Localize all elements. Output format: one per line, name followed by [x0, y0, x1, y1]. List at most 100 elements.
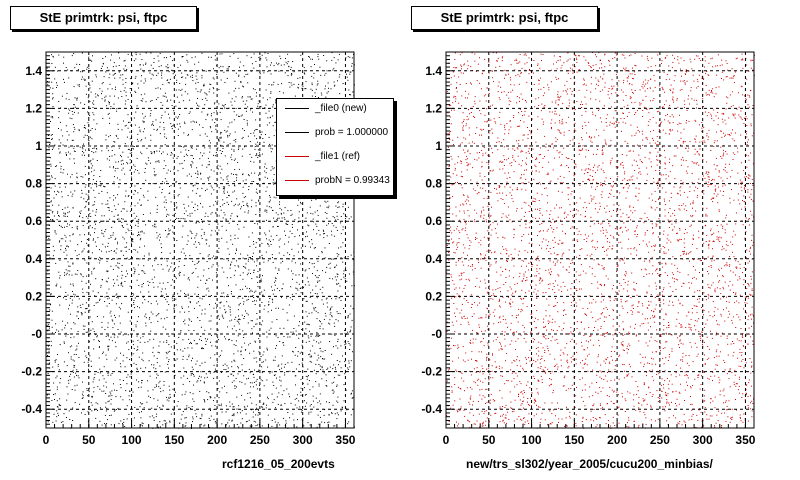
scatter-point [117, 123, 119, 125]
scatter-point [139, 131, 141, 133]
scatter-point [685, 122, 687, 124]
scatter-point [308, 56, 310, 57]
scatter-point [242, 174, 244, 176]
scatter-point [265, 89, 267, 91]
scatter-point [62, 135, 64, 137]
scatter-point [193, 158, 194, 159]
scatter-point [107, 419, 109, 421]
scatter-point [102, 351, 104, 353]
scatter-point [93, 238, 94, 240]
scatter-point [108, 101, 110, 103]
scatter-point [143, 196, 145, 198]
scatter-point [645, 342, 647, 344]
scatter-point [199, 158, 201, 160]
scatter-point [155, 315, 157, 317]
scatter-point [306, 300, 308, 302]
scatter-point [279, 91, 281, 93]
scatter-point [262, 406, 264, 408]
scatter-point [189, 215, 191, 217]
scatter-point [295, 347, 297, 348]
scatter-point [269, 143, 271, 145]
scatter-point [114, 170, 116, 172]
scatter-point [186, 59, 188, 61]
scatter-point [195, 246, 197, 248]
scatter-point [108, 395, 110, 397]
scatter-point [181, 414, 183, 416]
scatter-point [98, 379, 100, 381]
scatter-point [139, 234, 141, 236]
scatter-point [175, 359, 177, 361]
scatter-point [162, 151, 164, 153]
scatter-point [480, 215, 482, 217]
scatter-point [195, 343, 197, 345]
scatter-point [130, 124, 132, 126]
scatter-point [184, 207, 186, 209]
scatter-point [467, 254, 468, 256]
scatter-point [120, 250, 122, 252]
scatter-point [476, 80, 478, 82]
scatter-point [310, 361, 312, 363]
scatter-point [192, 271, 194, 273]
scatter-point [78, 298, 80, 300]
scatter-point [196, 302, 198, 304]
scatter-point [336, 276, 338, 278]
scatter-point [538, 341, 540, 343]
scatter-point [166, 309, 168, 311]
scatter-point [261, 131, 263, 133]
scatter-point [725, 60, 727, 62]
scatter-point [744, 399, 746, 401]
scatter-point [305, 311, 307, 313]
scatter-point [74, 97, 76, 99]
scatter-point [101, 98, 103, 100]
scatter-point [255, 143, 257, 145]
scatter-point [168, 192, 170, 194]
scatter-point [111, 340, 113, 342]
scatter-point [265, 251, 267, 253]
scatter-point [120, 74, 122, 76]
scatter-point [270, 151, 272, 153]
scatter-point [732, 284, 734, 286]
scatter-point [204, 401, 206, 403]
scatter-point [281, 355, 283, 357]
scatter-point [670, 90, 672, 91]
scatter-point [480, 128, 482, 130]
scatter-point [102, 352, 104, 354]
scatter-point [98, 192, 100, 194]
scatter-point [663, 303, 665, 305]
scatter-point [469, 239, 471, 241]
scatter-point [337, 207, 339, 208]
scatter-point [90, 234, 91, 236]
scatter-point [611, 371, 613, 373]
scatter-point [261, 254, 263, 256]
scatter-point [243, 375, 245, 377]
scatter-point [153, 128, 155, 130]
scatter-point [176, 157, 178, 159]
scatter-point [208, 161, 210, 163]
scatter-point [141, 153, 143, 155]
scatter-point [105, 229, 107, 231]
scatter-point [56, 388, 58, 390]
scatter-point [603, 268, 605, 270]
scatter-point [99, 88, 101, 90]
scatter-point [169, 394, 171, 396]
scatter-point [334, 413, 336, 415]
scatter-point [122, 83, 124, 85]
scatter-point [699, 141, 701, 143]
scatter-point [138, 356, 140, 358]
scatter-point [127, 148, 129, 150]
scatter-point [331, 316, 333, 318]
scatter-point [105, 134, 107, 136]
scatter-point [50, 121, 51, 122]
scatter-point [230, 277, 232, 279]
scatter-point [272, 301, 274, 303]
scatter-point [176, 79, 178, 81]
scatter-point [100, 184, 102, 186]
scatter-point [218, 89, 220, 90]
scatter-point [128, 258, 130, 260]
scatter-point [210, 56, 212, 58]
scatter-point [306, 323, 308, 325]
scatter-point [176, 349, 178, 351]
scatter-point [242, 330, 244, 332]
scatter-point [127, 114, 129, 116]
scatter-point [313, 263, 315, 264]
